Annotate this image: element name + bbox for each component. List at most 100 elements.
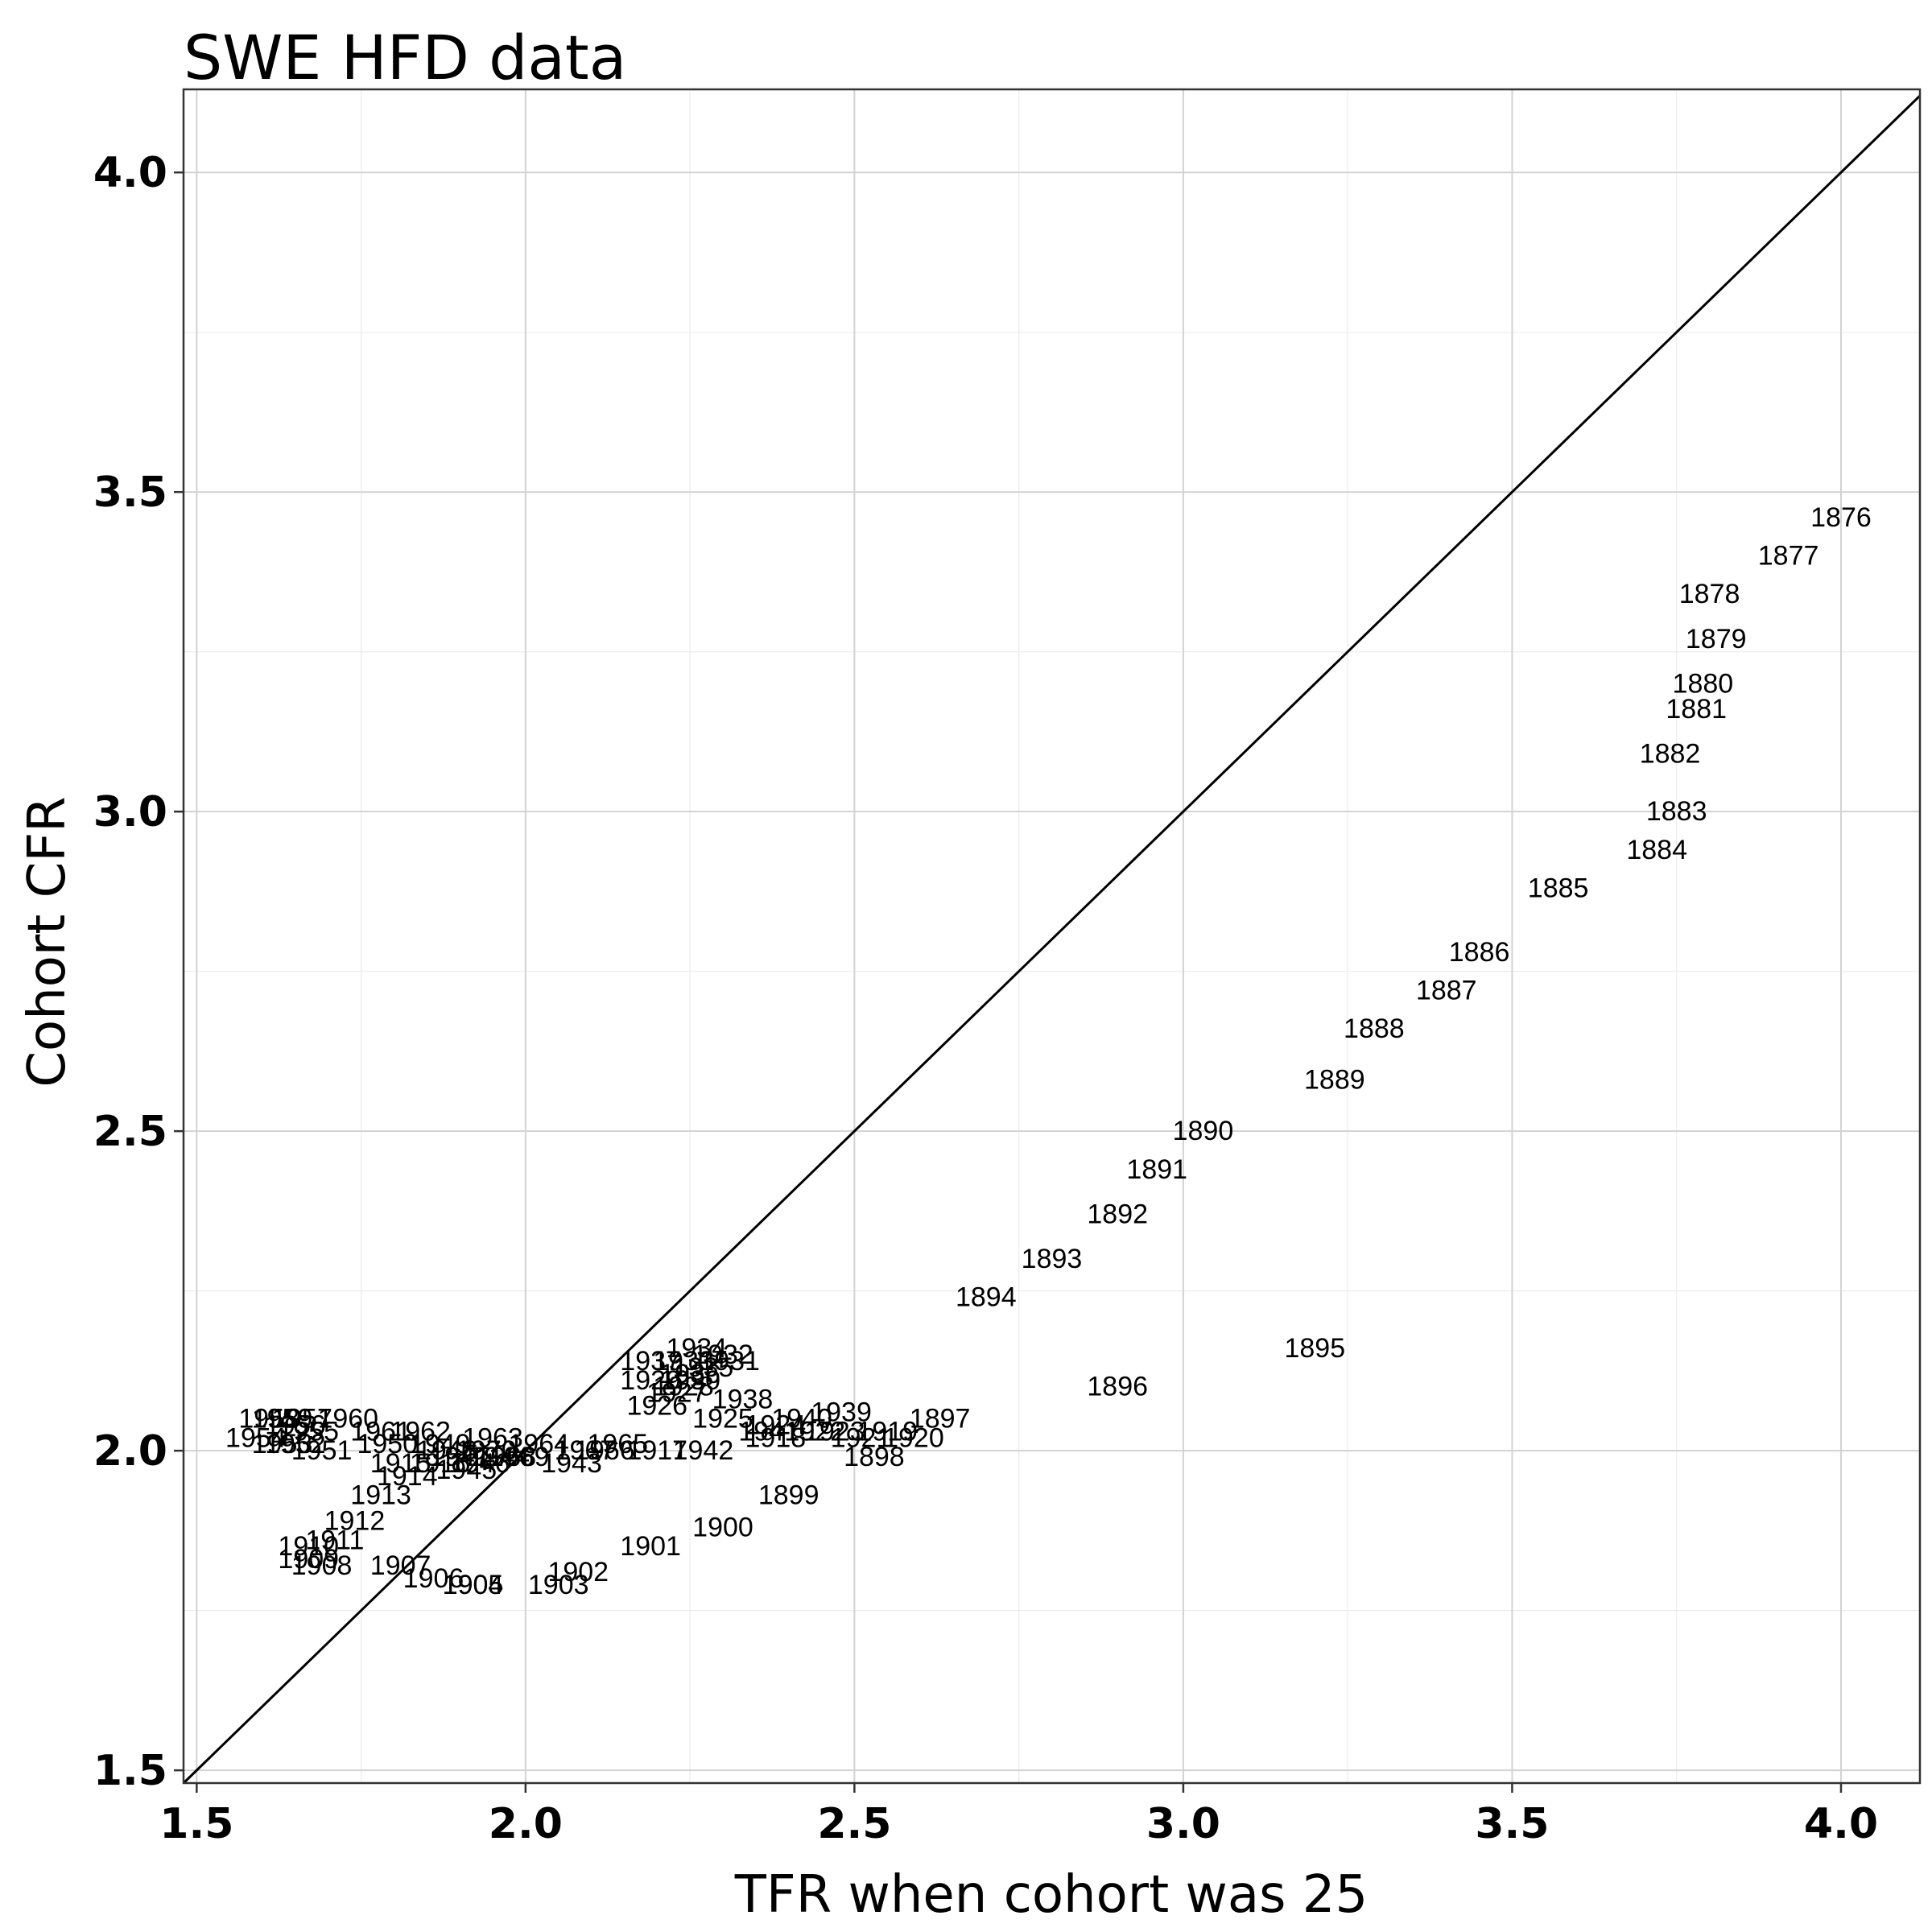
- plot-panel-border: [182, 88, 1922, 1785]
- point-label-1964: 1964: [508, 1429, 569, 1459]
- point-label-1906: 1906: [403, 1563, 464, 1594]
- point-label-1903: 1903: [528, 1570, 589, 1600]
- identity-reference-line: [182, 94, 1922, 1785]
- point-label-1880: 1880: [1673, 668, 1734, 699]
- point-label-1905: 1905: [443, 1570, 504, 1600]
- point-label-1901: 1901: [620, 1531, 681, 1562]
- point-label-1946: 1946: [449, 1448, 510, 1479]
- point-label-1910: 1910: [278, 1531, 339, 1562]
- point-label-1936: 1936: [659, 1359, 720, 1389]
- point-label-1925: 1925: [692, 1403, 753, 1434]
- point-label-1878: 1878: [1679, 579, 1740, 609]
- grid-lines: [184, 89, 1920, 1783]
- point-label-1935: 1935: [673, 1352, 734, 1383]
- point-label-1949: 1949: [410, 1429, 471, 1459]
- point-label-1953: 1953: [252, 1429, 313, 1459]
- point-label-1965: 1965: [587, 1429, 648, 1459]
- point-label-1959: 1959: [252, 1403, 313, 1434]
- axis-ticks: 1.5 2.0 2.5 3.0 3.5 4.0 1.5 2.0 2.5 3.0 3.5 4.0: [93, 149, 1878, 1848]
- point-label-1911: 1911: [305, 1525, 364, 1555]
- point-label-1941: 1941: [738, 1416, 799, 1447]
- x-tick-label: 2.0: [489, 1800, 563, 1848]
- point-label-1952: 1952: [265, 1429, 326, 1459]
- point-label-1881: 1881: [1666, 694, 1727, 724]
- point-label-1963: 1963: [462, 1422, 523, 1453]
- point-label-1915: 1915: [370, 1448, 431, 1479]
- point-label-1938: 1938: [712, 1385, 774, 1415]
- point-label-1948: 1948: [416, 1435, 477, 1466]
- point-label-1886: 1886: [1449, 937, 1510, 968]
- point-label-1967: 1967: [555, 1435, 616, 1466]
- point-label-1956: 1956: [265, 1410, 326, 1440]
- point-label-1934: 1934: [666, 1333, 727, 1364]
- point-label-1931: 1931: [699, 1346, 760, 1377]
- point-label-1887: 1887: [1416, 975, 1477, 1005]
- point-label-1929: 1929: [620, 1365, 681, 1396]
- point-label-1876: 1876: [1810, 502, 1872, 533]
- point-label-1955: 1955: [278, 1416, 339, 1447]
- point-label-1908: 1908: [291, 1550, 353, 1581]
- point-label-1933: 1933: [653, 1346, 714, 1377]
- point-label-1932: 1932: [692, 1340, 753, 1370]
- point-label-1909: 1909: [278, 1544, 339, 1575]
- point-label-1888: 1888: [1344, 1013, 1405, 1044]
- point-label-1912: 1912: [324, 1505, 386, 1536]
- x-tick-label: 4.0: [1804, 1800, 1878, 1848]
- point-label-1902: 1902: [547, 1557, 609, 1587]
- point-label-1904: 1904: [443, 1570, 504, 1600]
- point-label-1917: 1917: [626, 1435, 687, 1466]
- point-label-1890: 1890: [1173, 1116, 1234, 1146]
- point-label-1914: 1914: [377, 1461, 438, 1492]
- point-label-1960: 1960: [317, 1403, 378, 1434]
- point-label-1969: 1969: [489, 1442, 550, 1472]
- point-label-1950: 1950: [357, 1429, 418, 1459]
- point-label-1957: 1957: [271, 1403, 332, 1434]
- y-tick-label: 3.0: [93, 788, 167, 836]
- x-tick-label: 1.5: [159, 1800, 233, 1848]
- point-label-1894: 1894: [956, 1282, 1017, 1313]
- y-tick-label: 2.5: [93, 1108, 167, 1156]
- point-label-1962: 1962: [390, 1416, 451, 1447]
- point-label-1961: 1961: [350, 1416, 411, 1447]
- point-label-1922: 1922: [785, 1416, 846, 1447]
- point-label-1885: 1885: [1528, 873, 1589, 903]
- point-label-1913: 1913: [350, 1480, 411, 1511]
- point-label-1897: 1897: [910, 1403, 971, 1434]
- x-tick-label: 3.5: [1475, 1800, 1549, 1848]
- point-label-1900: 1900: [692, 1512, 753, 1542]
- point-label-1895: 1895: [1284, 1333, 1345, 1364]
- x-axis-title: TFR when cohort was 25: [734, 1865, 1368, 1925]
- point-label-1896: 1896: [1087, 1372, 1148, 1402]
- point-label-1889: 1889: [1304, 1065, 1365, 1096]
- y-tick-label: 1.5: [93, 1747, 167, 1795]
- point-label-1898: 1898: [844, 1442, 905, 1472]
- point-label-1958: 1958: [238, 1403, 299, 1434]
- point-label-1945: 1945: [436, 1455, 497, 1485]
- point-label-1877: 1877: [1758, 541, 1819, 572]
- y-axis-title: Cohort CFR: [18, 796, 77, 1087]
- point-label-1884: 1884: [1626, 835, 1687, 865]
- point-label-1879: 1879: [1686, 624, 1747, 654]
- point-label-1892: 1892: [1087, 1199, 1148, 1229]
- point-label-1921: 1921: [831, 1422, 892, 1453]
- point-label-1891: 1891: [1126, 1154, 1187, 1185]
- point-label-1926: 1926: [626, 1391, 687, 1422]
- point-label-1924: 1924: [745, 1410, 807, 1440]
- point-label-1968: 1968: [476, 1442, 537, 1472]
- chart-title: SWE HFD data: [184, 22, 626, 93]
- point-label-1899: 1899: [758, 1480, 819, 1511]
- point-label-1930: 1930: [659, 1365, 720, 1396]
- point-label-1919: 1919: [857, 1416, 918, 1447]
- point-label-1944: 1944: [469, 1442, 530, 1472]
- point-label-1928: 1928: [653, 1372, 714, 1402]
- point-label-1942: 1942: [673, 1435, 734, 1466]
- point-label-1920: 1920: [883, 1422, 944, 1453]
- point-label-1883: 1883: [1646, 796, 1707, 827]
- y-tick-label: 4.0: [93, 149, 167, 197]
- y-tick-label: 2.0: [93, 1427, 167, 1476]
- point-label-1927: 1927: [646, 1378, 708, 1409]
- point-label-1923: 1923: [804, 1416, 865, 1447]
- point-label-1954: 1954: [225, 1422, 287, 1453]
